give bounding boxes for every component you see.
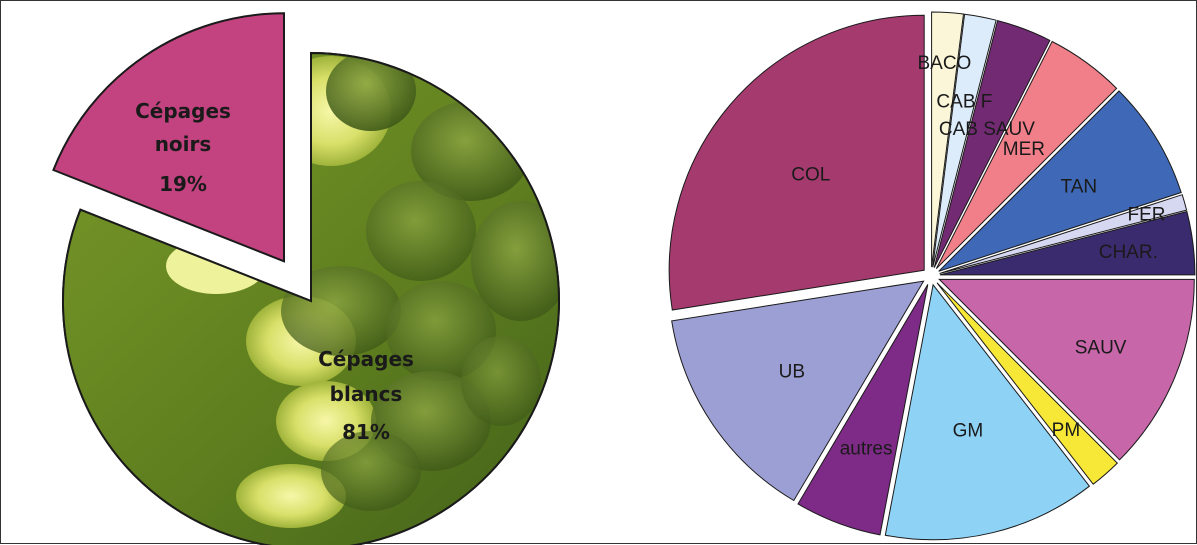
pie-slice-col [668, 14, 925, 311]
pie-slice-cab-sauv [933, 19, 1051, 268]
slice-label-pm: PM [1052, 420, 1081, 441]
pie-slice-cab-f [932, 13, 997, 268]
label-cepages-blancs-line2: blancs [330, 382, 403, 406]
slice-label-tan: TAN [1061, 176, 1098, 197]
label-cepages-blancs-line3: 81% [342, 420, 390, 444]
label-cepages-noirs: Cépages noirs 19% [135, 99, 231, 196]
slice-label-fer: FER [1128, 204, 1166, 225]
pie-slice-fer [939, 194, 1188, 274]
slice-label-gm: GM [953, 421, 984, 442]
slice-label-cab-sauv: CAB SAUV [939, 119, 1035, 140]
slice-label-sauv: SAUV [1075, 337, 1127, 358]
pie-slice-baco [931, 11, 965, 268]
label-cepages-noirs-line3: 19% [159, 172, 207, 196]
slice-label-char: CHAR. [1099, 242, 1158, 263]
pie-slice-autres [797, 284, 929, 536]
pie-slice-cepages-noirs [52, 12, 285, 263]
label-cepages-blancs: Cépages blancs 81% [318, 347, 414, 444]
pie-slice-gm [884, 283, 1091, 541]
pie-slice-tan [938, 90, 1182, 272]
pie-slice-pm [936, 282, 1119, 485]
slice-label-ub: UB [779, 362, 805, 383]
label-cepages-blancs-line1: Cépages [318, 347, 414, 371]
label-cepages-noirs-line2: noirs [155, 132, 212, 156]
slice-label-mer: MER [1003, 139, 1045, 160]
slice-label-autres: autres [840, 439, 893, 460]
pie-slice-cepages-blancs-outline [61, 51, 560, 545]
slice-label-baco: BACO [917, 53, 971, 74]
pie-slice-ub [671, 280, 925, 502]
pie-slice-char [939, 210, 1196, 276]
pie-slice-sauv [938, 278, 1195, 461]
slice-label-cab-f: CAB F [936, 92, 992, 113]
slice-label-col: COL [791, 164, 830, 185]
pie-slice-mer [935, 40, 1118, 270]
label-cepages-noirs-line1: Cépages [135, 99, 231, 123]
pie-chart-cepages: Cépages noirs 19% Cépages blancs 81% [52, 12, 560, 545]
